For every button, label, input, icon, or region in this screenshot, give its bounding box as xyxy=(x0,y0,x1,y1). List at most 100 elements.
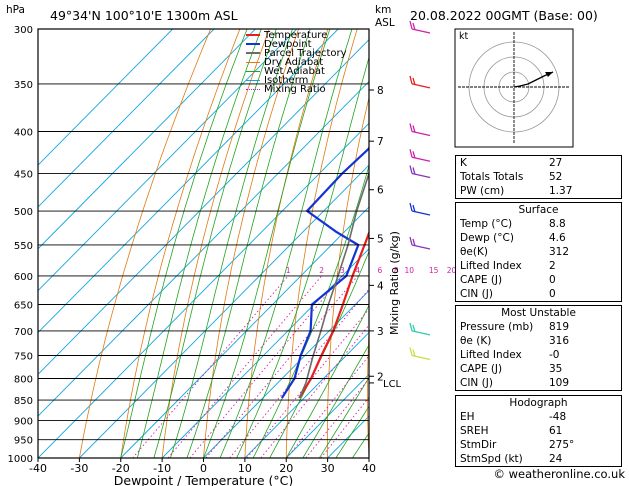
isotherm-line xyxy=(79,164,369,458)
km-tick-label: 2 xyxy=(377,371,384,383)
plot-frame xyxy=(37,28,370,459)
isotherm-line xyxy=(161,248,369,458)
km-tick-label: 4 xyxy=(377,280,384,292)
wind-barb-feather xyxy=(412,238,416,247)
table-row: PW (cm) 1.37 xyxy=(460,185,573,197)
table-row: Temp (°C) 8.8 xyxy=(460,218,566,230)
wind-barb-feather xyxy=(409,20,413,30)
isotherm-line xyxy=(244,331,369,458)
mixing-ratio-label: 15 xyxy=(429,266,439,275)
pressure-tick-label: 300 xyxy=(14,25,33,36)
isotherm-line xyxy=(38,29,298,292)
table-row: SREH 61 xyxy=(460,425,563,437)
series-line-dewpoint xyxy=(280,146,369,399)
legend-swatch xyxy=(246,43,260,45)
km-tick-label: 7 xyxy=(377,136,384,148)
mixing-ratio-label: 8 xyxy=(394,266,399,275)
x-tick-label: -40 xyxy=(29,462,47,475)
legend-swatch xyxy=(246,70,260,72)
x-axis-label: Dewpoint / Temperature (°C) xyxy=(114,473,293,486)
hodograph-table: Hodograph EH -48 SREH 61 StmDir 275° StmSpd… xyxy=(455,395,622,467)
x-tick-label: 10 xyxy=(238,462,252,475)
x-tick-label: 0 xyxy=(200,462,207,475)
wind-barb-feather xyxy=(412,77,416,86)
pressure-tick-label: 900 xyxy=(14,416,33,427)
most-unstable-table: Most Unstable Pressure (mb) 819 θe (K) 316… xyxy=(455,305,622,391)
mixing-ratio-label: 4 xyxy=(355,266,360,275)
km-label: km xyxy=(375,4,392,16)
isotherm-line xyxy=(38,122,369,458)
pressure-tick-label: 850 xyxy=(14,396,33,407)
wind-barb-feather xyxy=(409,75,413,85)
legend-swatch xyxy=(246,52,260,54)
table-row: θe (K) 316 xyxy=(460,335,570,347)
wind-barb-feather xyxy=(409,322,413,332)
isotherm-line xyxy=(38,29,339,334)
wind-barb-feather xyxy=(409,202,413,212)
table-row: Lifted Index 2 xyxy=(460,260,556,272)
isotherm-line xyxy=(38,29,215,208)
series-line-temperature xyxy=(298,230,369,399)
table-row: θe(K) 312 xyxy=(460,246,570,258)
legend-dewpoint: Dewpoint xyxy=(246,40,312,50)
legend-parcel: Parcel Trajectory xyxy=(246,49,347,59)
mixing-ratio-line xyxy=(246,308,369,458)
lcl-label: LCL xyxy=(383,379,402,390)
table-row: Totals Totals 52 xyxy=(460,171,563,183)
wind-barb-feather xyxy=(412,22,416,31)
x-tick-label: -10 xyxy=(153,462,171,475)
dry-adiabat-line xyxy=(367,324,369,458)
asl-label: ASL xyxy=(375,17,395,29)
wind-barb-feather xyxy=(412,324,416,333)
isotherm-line xyxy=(285,373,369,458)
legend-dry-adiabat: Dry Adiabat xyxy=(246,58,323,68)
mixing-ratio-label: 20 xyxy=(447,266,457,275)
pressure-tick-label: 400 xyxy=(14,128,33,139)
pressure-tick-label: 450 xyxy=(14,169,33,180)
surface-table: Surface Temp (°C) 8.8 Dewp (°C) 4.6 θe(K) 3… xyxy=(455,202,622,302)
legend-isotherm: Isotherm xyxy=(246,76,308,86)
hodograph-kt-label: kt xyxy=(459,31,469,42)
pressure-tick-label: 350 xyxy=(14,80,33,91)
pressure-tick-label: 950 xyxy=(14,436,33,447)
series-line-parcel-trajectory xyxy=(298,170,369,399)
isotherm-line xyxy=(38,29,173,166)
legend-mixing-ratio: Mixing Ratio xyxy=(246,85,326,95)
pressure-tick-label: 600 xyxy=(14,272,33,283)
table-title: Surface xyxy=(518,204,559,216)
table-row: Lifted Index -0 xyxy=(460,349,560,361)
mixing-ratio-label: 3 xyxy=(340,266,345,275)
legend-swatch xyxy=(246,79,260,81)
mixing-ratio-label: 1 xyxy=(286,266,291,275)
km-tick-label: 5 xyxy=(377,233,384,245)
x-tick-label: -30 xyxy=(70,462,88,475)
legend-temperature: Temperature xyxy=(246,31,327,41)
mixing-ratio-label: 6 xyxy=(377,266,382,275)
location-title: 49°34'N 100°10'E 1300m ASL xyxy=(50,8,238,23)
mixing-ratio-line xyxy=(167,275,322,458)
wind-barb-feather xyxy=(412,151,416,159)
hodograph-trace xyxy=(513,71,554,88)
wind-barb-feather xyxy=(409,236,413,246)
mixing-ratio-axis-label: Mixing Ratio (g/kg) xyxy=(388,231,401,335)
wind-barb-feather xyxy=(409,165,413,174)
table-row: StmDir 275° xyxy=(460,439,575,451)
table-row: CIN (J) 0 xyxy=(460,288,556,300)
legend-swatch xyxy=(246,34,260,36)
x-tick-label: 40 xyxy=(362,462,376,475)
hodograph-arrowhead xyxy=(545,72,553,77)
wet-adiabat-line xyxy=(319,376,369,458)
table-row: Dewp (°C) 4.6 xyxy=(460,232,566,244)
legend-wet-adiabat: Wet Adiabat xyxy=(246,67,325,77)
table-row: CAPE (J) 35 xyxy=(460,363,563,375)
legend-swatch xyxy=(246,88,260,90)
mixing-ratio-label: 2 xyxy=(319,266,324,275)
km-tick-label: 6 xyxy=(377,185,384,197)
table-row: CAPE (J) 0 xyxy=(460,274,556,286)
x-tick-label: 30 xyxy=(321,462,335,475)
table-row: CIN (J) 109 xyxy=(460,377,570,389)
pressure-tick-label: 550 xyxy=(14,241,33,252)
indices-table: K 27 Totals Totals 52 PW (cm) 1.37 xyxy=(455,155,622,199)
wet-adiabat-line xyxy=(335,405,369,458)
